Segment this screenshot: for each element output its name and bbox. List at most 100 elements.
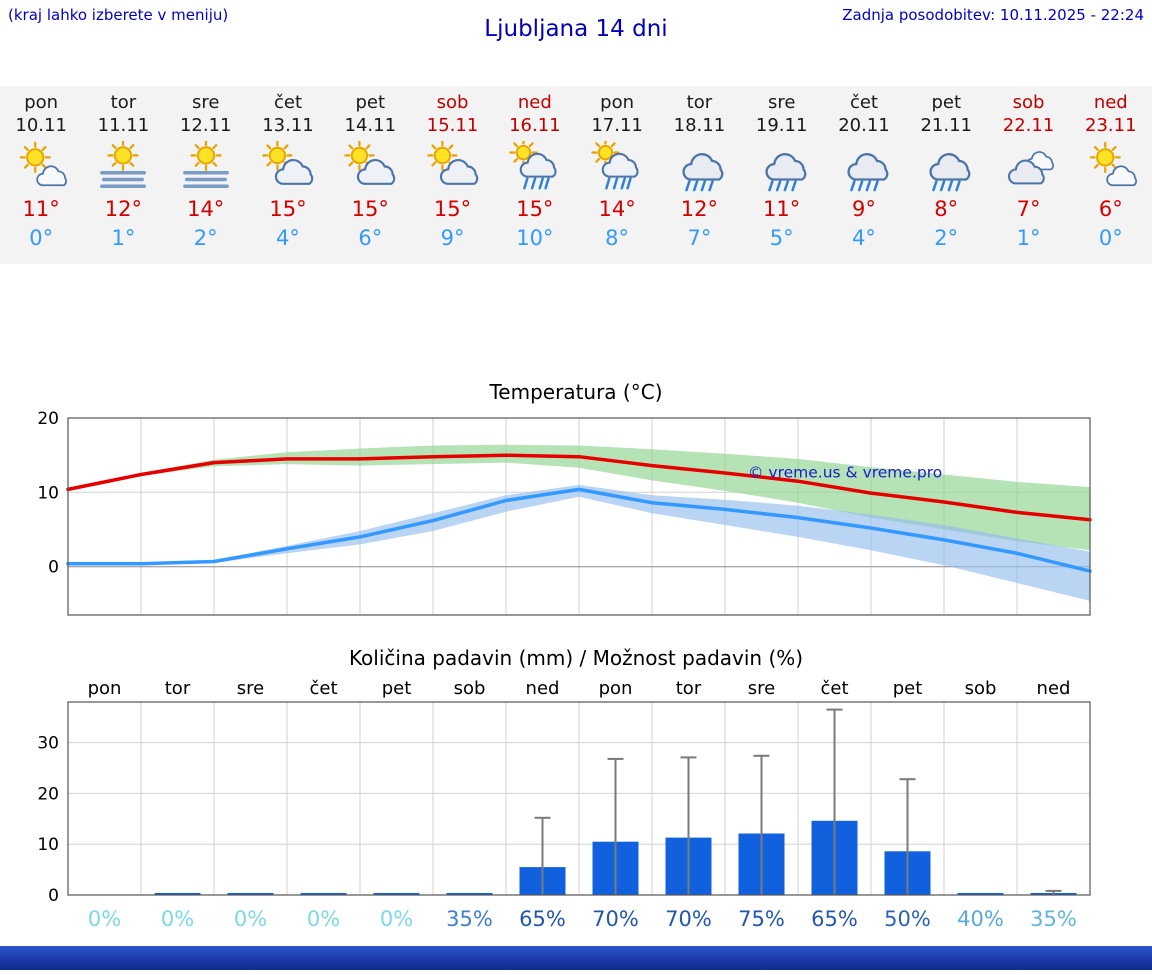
- footer-bar: [0, 946, 1152, 970]
- day-name: pon: [600, 92, 635, 113]
- day-date: 17.11: [591, 114, 643, 136]
- day-date: 12.11: [179, 114, 232, 136]
- day-low-temp: 9°: [440, 226, 465, 250]
- precip-probability: 65%: [811, 907, 858, 931]
- day-name: sob: [436, 92, 469, 113]
- partly-cloudy-icon: [339, 140, 401, 193]
- precip-probability: 0%: [88, 907, 121, 931]
- temp-max-line: [66, 453, 1092, 522]
- precip-probability: 40%: [957, 907, 1004, 931]
- day-date: 22.11: [1002, 114, 1055, 136]
- cloud-shape: [439, 159, 478, 185]
- rain-icon: [751, 141, 813, 193]
- sun-fog-icon: [92, 139, 154, 193]
- precip-day-label: sob: [454, 678, 486, 699]
- day-low-temp: 1°: [1016, 226, 1041, 250]
- cloudy-icon: [998, 141, 1060, 193]
- precip-day-label: pon: [599, 678, 633, 699]
- cloud-shape: [847, 153, 889, 181]
- precip-probability: 35%: [446, 907, 493, 931]
- day-low-temp: 2°: [934, 226, 959, 250]
- sun-rays: [1089, 141, 1121, 173]
- location-menu-hint[interactable]: (kraj lahko izberete v meniju): [8, 6, 229, 24]
- day-name: čet: [849, 92, 878, 113]
- day-low-temp: 2°: [193, 226, 218, 250]
- precip-bar: [373, 893, 420, 895]
- page-title: Ljubljana 14 dni: [484, 16, 668, 42]
- forecast-day: pon 17.11 14° 8°: [576, 86, 658, 264]
- sun-core: [1095, 148, 1115, 167]
- day-low-temp: 4°: [852, 226, 876, 250]
- partly-sunny-icon: [10, 141, 72, 193]
- precip-bar: [957, 893, 1004, 895]
- forecast-day: tor 11.11 12° 1°: [82, 86, 164, 264]
- precip-chart-title: Količina padavin (mm) / Možnost padavin …: [348, 646, 804, 670]
- precip-day-label: tor: [165, 678, 191, 699]
- day-low-temp: 7°: [687, 226, 712, 250]
- day-low-temp: 1°: [111, 226, 136, 250]
- cloud-shape: [765, 153, 807, 181]
- forecast-day: sre 12.11 14° 2°: [165, 86, 247, 264]
- day-date: 13.11: [262, 114, 314, 136]
- max-range-band: [68, 444, 1090, 551]
- day-high-temp: 12°: [104, 197, 143, 221]
- forecast-strip: pon 10.11 11° 0° tor 11.11 12° 1° sre 12.11 14° 2° č…: [0, 86, 1152, 264]
- day-high-temp: 8°: [934, 197, 959, 221]
- sun-rain-icon: [586, 138, 648, 193]
- sun-rain-icon: [504, 138, 566, 193]
- precip-day-label: ned: [526, 678, 560, 699]
- rain-drops: [522, 177, 550, 190]
- precip-day-label: tor: [676, 678, 702, 699]
- rain-drops: [605, 177, 632, 190]
- day-name: tor: [110, 92, 137, 113]
- day-date: 23.11: [1085, 114, 1137, 136]
- precip-bar: [227, 893, 274, 895]
- precip-day-label: pon: [88, 678, 122, 699]
- fog-lines: [100, 171, 147, 188]
- precip-day-label: sre: [237, 678, 264, 699]
- rain-icon: [915, 141, 977, 193]
- cloud-shape: [357, 159, 396, 185]
- temp-chart-title: Temperatura (°C): [489, 380, 663, 404]
- precip-probability: 70%: [665, 907, 712, 931]
- fog-lines: [182, 171, 229, 188]
- precip-y-tick: 20: [37, 784, 59, 804]
- temperature-chart: 0 10 20 © vreme.us & vreme.pro: [0, 408, 1152, 623]
- day-high-temp: 9°: [852, 197, 876, 221]
- cloud-shape: [1007, 159, 1045, 185]
- sun-core: [515, 144, 531, 161]
- last-updated: Zadnja posodobitev: 10.11.2025 - 22:24: [842, 6, 1144, 24]
- day-high-temp: 12°: [680, 197, 718, 221]
- rain-icon: [833, 141, 895, 193]
- cloud-shape: [36, 165, 68, 187]
- day-low-temp: 5°: [769, 226, 794, 250]
- precip-y-tick: 30: [37, 734, 59, 754]
- precip-bar: [300, 893, 347, 895]
- precip-day-label: sre: [748, 678, 775, 699]
- sun-core: [196, 146, 215, 165]
- min-range-band: [68, 484, 1090, 601]
- forecast-day: sob 22.11 7° 1°: [987, 86, 1069, 264]
- day-low-temp: 4°: [276, 226, 300, 250]
- precip-probability: 0%: [161, 907, 194, 931]
- sun-core: [268, 146, 287, 165]
- precip-probability: 50%: [884, 907, 931, 931]
- precip-bar: [446, 893, 493, 895]
- precip-y-tick: 0: [48, 886, 59, 906]
- day-low-temp: 0°: [1098, 226, 1123, 250]
- day-high-temp: 7°: [1016, 197, 1041, 221]
- day-high-temp: 15°: [269, 197, 307, 221]
- cloud-shape: [1106, 165, 1137, 187]
- temp-y-tick: 10: [37, 483, 59, 503]
- sun-core: [597, 144, 614, 161]
- day-date: 19.11: [755, 114, 808, 136]
- precip-bar: [154, 893, 201, 895]
- sun-core: [433, 146, 451, 165]
- sun-core: [26, 148, 45, 167]
- precip-probability: 70%: [592, 907, 639, 931]
- day-high-temp: 6°: [1098, 197, 1123, 221]
- cloud-shape: [519, 152, 557, 178]
- precip-day-label: pet: [893, 678, 923, 699]
- forecast-day: pet 21.11 8° 2°: [905, 86, 987, 264]
- forecast-day: pon 10.11 11° 0°: [0, 86, 82, 264]
